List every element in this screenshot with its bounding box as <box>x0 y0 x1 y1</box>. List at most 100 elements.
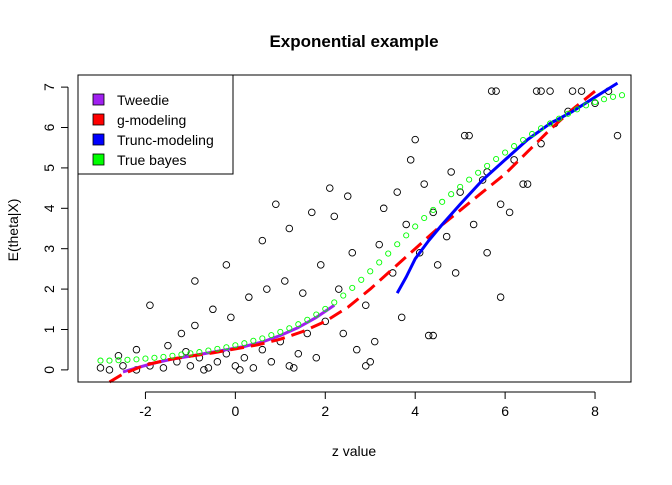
legend-item-trunc-modeling: Trunc-modeling <box>92 132 214 148</box>
y-tick-label: 1 <box>41 325 57 333</box>
true-bayes-point <box>97 357 104 364</box>
scatter-point <box>483 248 491 257</box>
scatter-point <box>330 212 339 221</box>
true-bayes-point <box>196 349 203 356</box>
true-bayes-point <box>214 345 221 352</box>
true-bayes-point <box>205 347 212 354</box>
scatter-point <box>317 261 325 269</box>
scatter-point <box>222 261 231 269</box>
scatter-point <box>204 364 213 372</box>
scatter-point <box>132 345 141 354</box>
true-bayes-point <box>394 241 401 248</box>
y-tick-label: 2 <box>41 285 57 293</box>
scatter-point <box>119 362 127 370</box>
y-tick-label: 4 <box>41 204 57 212</box>
true-bayes-point <box>430 206 437 213</box>
scatter-point <box>519 180 527 188</box>
true-bayes-point <box>511 143 518 150</box>
scatter-point <box>523 180 532 188</box>
true-bayes-point <box>547 120 554 127</box>
scatter-point <box>447 168 455 176</box>
scatter-point <box>415 248 424 257</box>
legend-label: True bayes <box>117 152 187 168</box>
scatter-point <box>213 358 222 366</box>
y-tick-label: 7 <box>41 83 57 91</box>
scatter-point <box>227 313 235 322</box>
true-bayes-point <box>600 96 608 103</box>
legend-item-true-bayes: True bayes <box>92 152 187 168</box>
scatter-point <box>200 366 208 374</box>
legend-swatch <box>92 153 105 166</box>
scatter-point <box>105 366 114 374</box>
true-bayes-point <box>268 332 275 339</box>
x-tick-label: 2 <box>321 403 329 419</box>
scatter-point <box>177 329 186 338</box>
true-bayes-point <box>538 125 545 132</box>
scatter-point <box>245 293 253 301</box>
true-bayes-point <box>412 223 419 230</box>
true-bayes-point <box>439 198 446 205</box>
true-bayes-point <box>565 110 572 117</box>
true-bayes-point <box>169 352 176 359</box>
y-tick-label: 6 <box>41 123 57 131</box>
true-bayes-point <box>403 232 410 239</box>
scatter-point <box>460 131 469 140</box>
scatter-point <box>114 351 123 360</box>
scatter-point <box>290 364 298 372</box>
scatter-point <box>469 220 478 229</box>
y-axis-label: E(theta|X) <box>5 199 21 262</box>
true-bayes-point <box>304 316 311 323</box>
scatter-point <box>312 354 321 362</box>
true-bayes-point <box>349 284 356 291</box>
scatter-point <box>191 277 199 285</box>
scatter-point <box>487 87 496 95</box>
scatter-point <box>285 362 294 370</box>
scatter-point <box>496 293 505 301</box>
true-bayes-point <box>385 250 392 257</box>
x-tick-label: -2 <box>139 403 152 419</box>
legend-label: Trunc-modeling <box>117 132 214 148</box>
scatter-point <box>308 208 316 217</box>
true-bayes-point <box>618 92 626 99</box>
scatter-point <box>393 188 401 196</box>
legend-item-g-modeling: g-modeling <box>92 112 186 128</box>
true-bayes-point <box>502 149 509 156</box>
scatter-point <box>159 364 168 372</box>
scatter-point <box>406 156 415 164</box>
scatter-point <box>420 180 428 188</box>
true-bayes-point <box>591 99 599 106</box>
scatter-point <box>339 329 348 338</box>
true-bayes-point <box>466 176 473 183</box>
scatter-point <box>492 87 500 95</box>
true-bayes-point <box>259 335 266 342</box>
scatter-point <box>191 321 199 330</box>
legend-swatch <box>92 133 105 146</box>
true-bayes-point <box>142 355 149 362</box>
scatter-point <box>402 220 410 229</box>
true-bayes-point <box>277 328 284 335</box>
true-bayes-point <box>475 169 482 176</box>
scatter-point <box>272 200 280 209</box>
scatter-point <box>537 87 545 95</box>
scatter-point <box>532 87 541 95</box>
scatter-point <box>281 277 289 285</box>
x-tick-label: 4 <box>411 403 419 419</box>
scatter-point <box>335 285 343 293</box>
scatter-point <box>505 208 514 217</box>
true-bayes-point <box>295 321 302 328</box>
scatter-point <box>375 240 383 249</box>
scatter-point <box>344 192 352 200</box>
legend-label: Tweedie <box>117 92 169 108</box>
scatter-point <box>231 362 240 370</box>
scatter-point <box>146 301 154 310</box>
true-bayes-point <box>286 325 293 332</box>
scatter-point <box>348 248 357 257</box>
scatter-point <box>456 188 464 196</box>
scatter-point <box>433 261 442 269</box>
scatter-point <box>240 354 249 362</box>
true-bayes-point <box>358 276 365 283</box>
scatter-point <box>326 184 334 192</box>
true-bayes-point <box>106 357 113 364</box>
